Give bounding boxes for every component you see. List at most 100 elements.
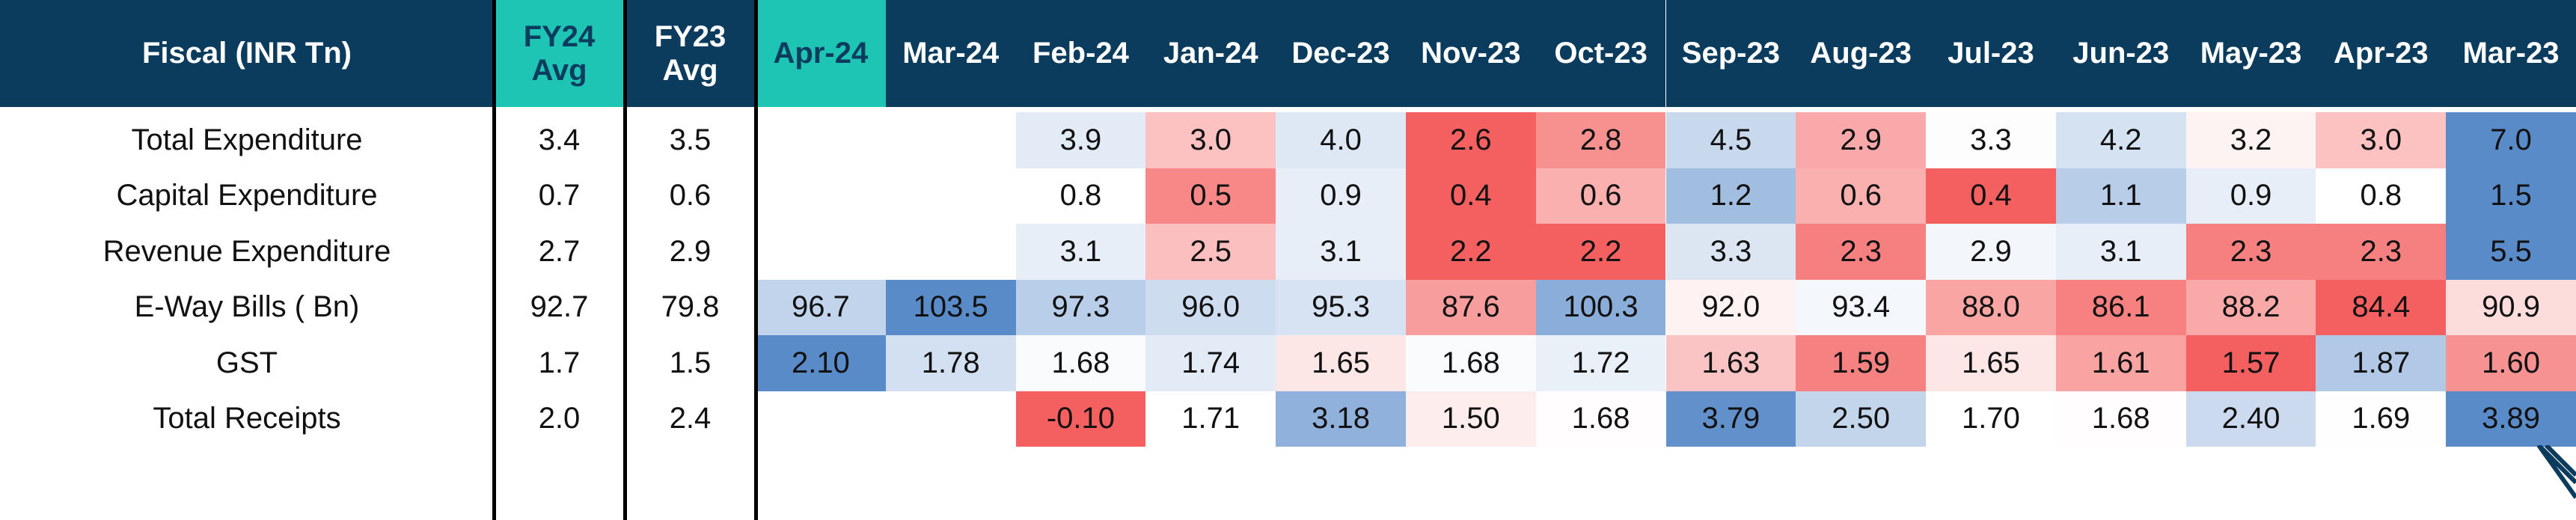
heatmap-cell: 4.0 [1276, 112, 1406, 168]
heatmap-cell: 3.18 [1276, 391, 1406, 447]
heatmap-cell: 2.3 [2185, 224, 2316, 280]
heatmap-cell: 86.1 [2055, 279, 2186, 335]
column-divider [623, 0, 627, 520]
heatmap-cell: 3.89 [2446, 391, 2576, 447]
heatmap-cell: 2.2 [1405, 224, 1536, 280]
heatmap-cell [886, 224, 1016, 280]
heatmap-cell: 3.0 [1145, 112, 1276, 168]
heatmap-cell: 92.0 [1665, 279, 1796, 335]
header-month-1: Mar-24 [885, 0, 1016, 107]
heatmap-cell: 0.4 [1405, 168, 1536, 224]
heatmap-cell: 87.6 [1405, 279, 1536, 335]
heatmap-cell: 0.9 [1276, 168, 1406, 224]
heatmap-cell: 1.1 [2055, 168, 2186, 224]
heatmap-cell: 2.5 [1145, 224, 1276, 280]
heatmap-cell: 93.4 [1796, 279, 1927, 335]
heatmap-cell: 1.70 [1926, 391, 2056, 447]
heatmap-cell: 3.9 [1015, 112, 1146, 168]
header-avg-0: FY24 Avg [494, 0, 625, 107]
row-label: E-Way Bills ( Bn) [134, 290, 360, 324]
column-divider [754, 0, 758, 520]
header-month-8: Aug-23 [1796, 0, 1927, 107]
heatmap-cell: 1.69 [2316, 391, 2447, 447]
heatmap-cell: 97.3 [1015, 279, 1146, 335]
heatmap-cell [886, 391, 1016, 447]
heatmap-cell: 1.61 [2055, 335, 2186, 391]
heatmap-cell: 1.87 [2316, 335, 2447, 391]
heatmap-cell [886, 112, 1016, 168]
heatmap-cell: 2.40 [2185, 391, 2316, 447]
heatmap-cell: 95.3 [1276, 279, 1406, 335]
heatmap-cell: 3.0 [2316, 112, 2447, 168]
heatmap-cell: 1.72 [1535, 335, 1666, 391]
fy24-avg-value: 92.7 [530, 290, 589, 324]
header-month-12: Apr-23 [2316, 0, 2447, 107]
heatmap-cell: 2.3 [1796, 224, 1927, 280]
heatmap-cell: 1.65 [1276, 335, 1406, 391]
heatmap-cell: 1.78 [885, 335, 1016, 391]
heatmap-cell: 90.9 [2446, 279, 2576, 335]
fy23-avg-value: 3.5 [669, 123, 712, 156]
heatmap-cell: 96.7 [756, 279, 886, 335]
heatmap-cell: 3.3 [1926, 112, 2056, 168]
row-label: Total Expenditure [131, 123, 363, 156]
fy24-avg-value: 2.0 [538, 402, 581, 435]
header-month-6: Oct-23 [1535, 0, 1666, 107]
heatmap-cell: 4.2 [2055, 112, 2186, 168]
heatmap-cell: 3.1 [2055, 224, 2186, 280]
heatmap-cell: 3.79 [1665, 391, 1796, 447]
heatmap-cell: 88.0 [1926, 279, 2056, 335]
heatmap-cell: 1.65 [1926, 335, 2056, 391]
heatmap-cell: 1.2 [1665, 168, 1796, 224]
heatmap-cell: 84.4 [2316, 279, 2447, 335]
header-month-4: Dec-23 [1276, 0, 1406, 107]
heatmap-cell: 0.6 [1535, 168, 1666, 224]
heatmap-cell: 2.3 [2316, 224, 2447, 280]
heatmap-cell: 2.10 [756, 335, 886, 391]
heatmap-cell: 1.59 [1796, 335, 1927, 391]
heatmap-cell: 4.5 [1665, 112, 1796, 168]
heatmap-cell: 96.0 [1145, 279, 1276, 335]
heatmap-cell: 3.2 [2185, 112, 2316, 168]
fy24-avg-value: 1.7 [538, 346, 581, 379]
row-label: GST [215, 346, 278, 379]
heatmap-cell: 1.50 [1405, 391, 1536, 447]
row-label: Revenue Expenditure [103, 234, 391, 268]
fy23-avg-value: 2.9 [669, 234, 712, 268]
heatmap-cell: 1.74 [1145, 335, 1276, 391]
heatmap-cell: 3.1 [1276, 224, 1406, 280]
heatmap-cell [756, 168, 886, 224]
heatmap-cell: 1.63 [1665, 335, 1796, 391]
heatmap-cell: 1.68 [1015, 335, 1146, 391]
heatmap-cell: 2.50 [1796, 391, 1927, 447]
heatmap-cell [756, 391, 886, 447]
heatmap-cell: 2.2 [1535, 224, 1666, 280]
fy24-avg-value: 3.4 [538, 123, 581, 156]
heatmap-cell: 0.8 [1015, 168, 1146, 224]
heatmap-cell: 100.3 [1535, 279, 1666, 335]
heatmap-cell: 88.2 [2185, 279, 2316, 335]
heatmap-cell: 103.5 [885, 279, 1016, 335]
heatmap-cell: 5.5 [2446, 224, 2576, 280]
heatmap-cell: 7.0 [2446, 112, 2576, 168]
heatmap-cell: 0.9 [2185, 168, 2316, 224]
fy23-avg-value: 0.6 [669, 179, 712, 212]
header-month-0: Apr-24 [756, 0, 886, 107]
heatmap-cell: 0.8 [2316, 168, 2447, 224]
header-month-2: Feb-24 [1015, 0, 1146, 107]
column-divider [492, 0, 496, 520]
heatmap-cell: 1.71 [1145, 391, 1276, 447]
heatmap-cell [756, 224, 886, 280]
heatmap-cell: 2.9 [1796, 112, 1927, 168]
header-avg-1: FY23 Avg [625, 0, 756, 107]
fy24-avg-value: 2.7 [538, 234, 581, 268]
header-month-3: Jan-24 [1145, 0, 1276, 107]
fy23-avg-value: 79.8 [661, 290, 720, 324]
heatmap-cell: 1.57 [2185, 335, 2316, 391]
header-month-11: May-23 [2185, 0, 2316, 107]
heatmap-cell: 2.8 [1535, 112, 1666, 168]
row-label: Total Receipts [153, 402, 341, 435]
heatmap-cell: 0.4 [1926, 168, 2056, 224]
heatmap-cell: 2.6 [1405, 112, 1536, 168]
